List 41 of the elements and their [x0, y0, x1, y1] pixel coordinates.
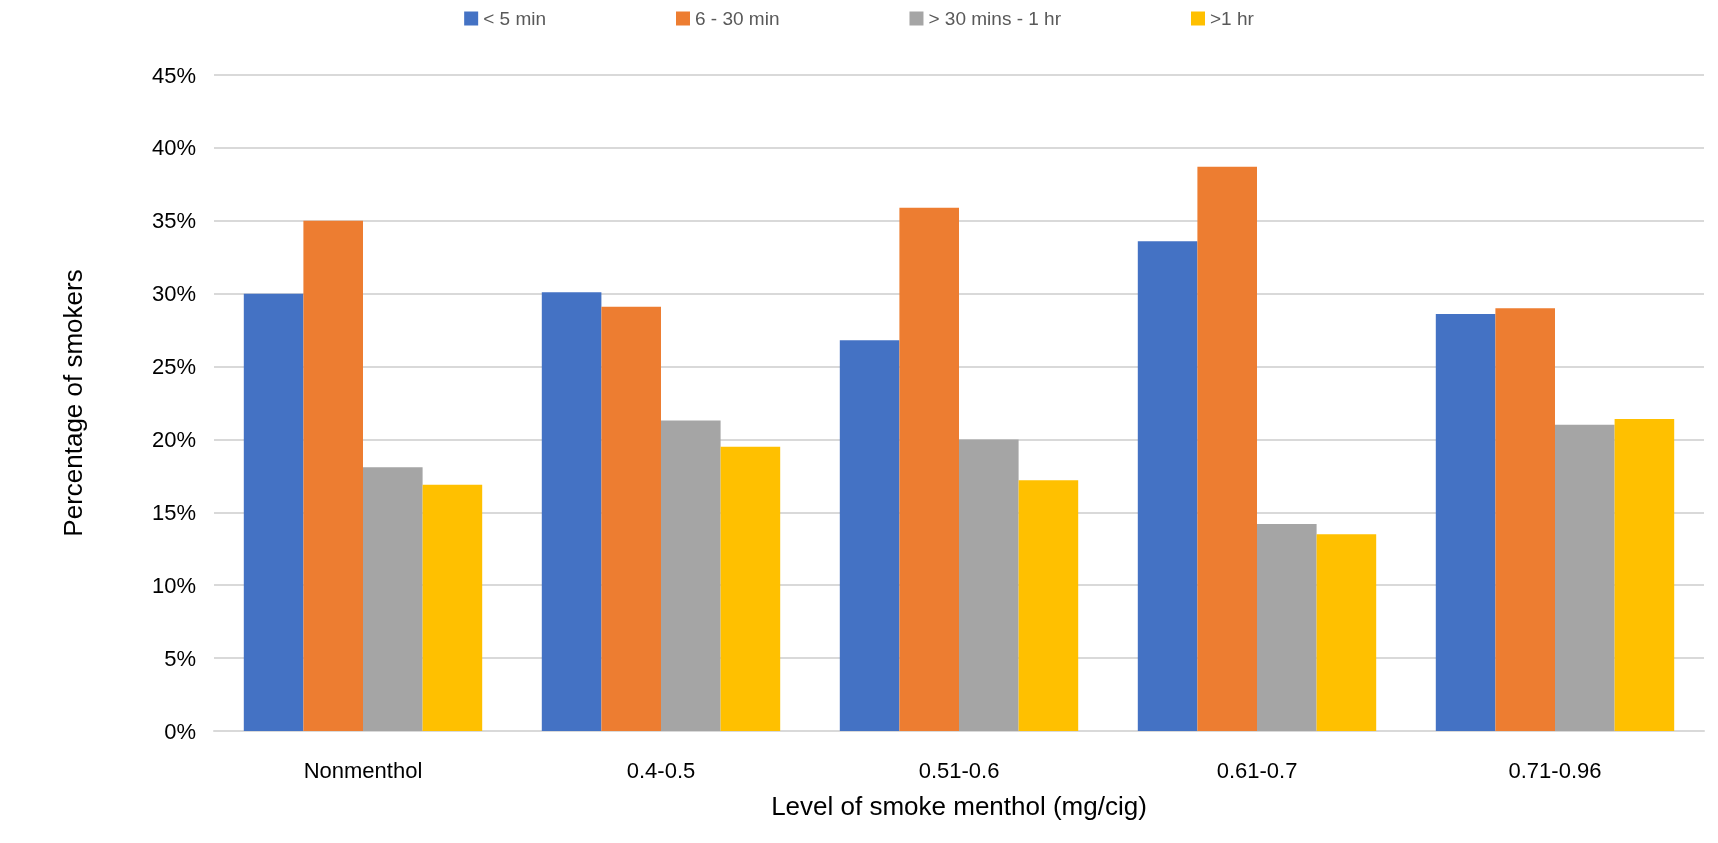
- y-tick-label: 15%: [151, 499, 196, 525]
- y-tick-label: 30%: [151, 281, 196, 307]
- bar: [1197, 166, 1257, 731]
- bar: [661, 420, 721, 731]
- legend-label: > 30 mins - 1 hr: [928, 8, 1062, 29]
- x-tick-label: 0.71-0.96: [1508, 757, 1602, 783]
- y-tick-label: 10%: [151, 572, 196, 598]
- legend-label: < 5 min: [483, 8, 547, 29]
- y-tick-label: 20%: [151, 426, 196, 452]
- bar: [601, 306, 661, 731]
- x-axis-title: Level of smoke menthol (mg/cig): [771, 791, 1147, 821]
- legend-label: 6 - 30 min: [695, 8, 780, 29]
- y-tick-label: 25%: [151, 354, 196, 380]
- bar: [422, 484, 483, 731]
- bar: [243, 293, 304, 731]
- bar: [1018, 480, 1079, 731]
- x-tick-label: 0.51-0.6: [918, 757, 1000, 783]
- bar: [1435, 314, 1496, 731]
- bar: [839, 340, 900, 731]
- bar: [303, 220, 363, 731]
- bar: [363, 467, 423, 731]
- y-tick-label: 35%: [151, 208, 196, 234]
- y-tick-label: 0%: [164, 718, 196, 744]
- bar: [1137, 241, 1198, 731]
- bar: [541, 292, 602, 731]
- y-axis-title: Percentage of smokers: [58, 269, 88, 537]
- x-tick-label: Nonmenthol: [303, 757, 423, 783]
- y-tick-label: 45%: [151, 62, 196, 88]
- bar: [1495, 308, 1555, 731]
- bar: [1555, 424, 1615, 731]
- bar: [959, 439, 1019, 731]
- bar: [899, 207, 959, 731]
- bar: [1257, 524, 1317, 731]
- legend-label: >1 hr: [1210, 8, 1255, 29]
- x-tick-label: 0.4-0.5: [626, 757, 696, 783]
- bar: [1614, 419, 1675, 731]
- y-tick-label: 5%: [164, 645, 196, 671]
- y-tick-label: 40%: [151, 135, 196, 161]
- x-tick-label: 0.61-0.7: [1216, 757, 1298, 783]
- bar: [1316, 534, 1377, 731]
- bar: [720, 446, 781, 731]
